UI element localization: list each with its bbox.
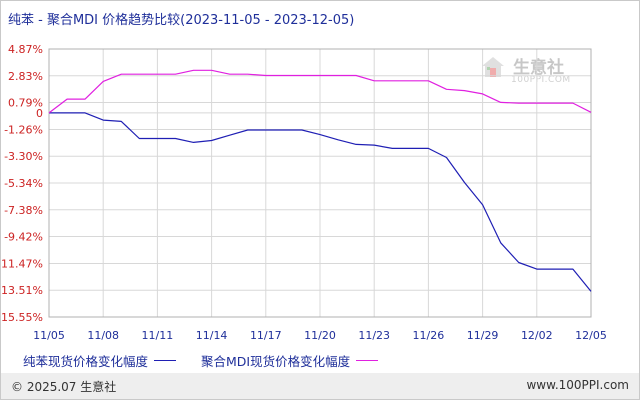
footer-bar: © 2025.07 生意社 www.100PPI.com	[1, 373, 639, 399]
footer-copyright: © 2025.07 生意社	[11, 380, 117, 394]
x-tick-label: 11/29	[467, 329, 499, 342]
legend-swatch-benzene	[154, 360, 177, 361]
series-line-benzene	[49, 112, 592, 292]
grid-layer	[48, 48, 592, 318]
plot-border	[48, 48, 592, 318]
y-tick-label: 2.83%	[8, 70, 43, 83]
y-tick-label: -3.30%	[4, 150, 43, 163]
x-tick-label: 11/08	[87, 329, 119, 342]
y-tick-label: -11.47%	[1, 257, 43, 270]
x-tick-label: 11/17	[250, 329, 282, 342]
y-tick-label: 4.87%	[8, 43, 43, 56]
footer-site-link[interactable]: www.100PPI.com	[526, 378, 629, 392]
tick-label-layer: 4.87% 2.83% 0.79%0 -1.26% -3.30% -5.34% -7.38%…	[1, 43, 607, 342]
axis-layer	[48, 48, 592, 318]
watermark-subtext: 100PPI.COM	[511, 75, 571, 85]
legend-item-mdi: 聚合MDI现货价格变化幅度	[201, 351, 379, 370]
legend-item-benzene: 纯苯现货价格变化幅度	[23, 351, 177, 370]
x-tick-label: 11/14	[196, 329, 228, 342]
x-tick-label: 12/02	[521, 329, 553, 342]
x-tick-label: 11/20	[304, 329, 336, 342]
x-tick-label: 12/05	[575, 329, 607, 342]
x-tick-label: 11/23	[358, 329, 390, 342]
x-tick-label: 11/05	[33, 329, 65, 342]
y-tick-label: -1.26%	[4, 123, 43, 136]
legend-label-mdi: 聚合MDI现货价格变化幅度	[201, 354, 351, 369]
chart-title: 纯苯 - 聚合MDI 价格趋势比较(2023-11-05 - 2023-12-0…	[8, 13, 355, 28]
y-tick-label: 0.79%	[8, 97, 43, 110]
y-tick-label: -7.38%	[4, 204, 43, 217]
x-tick-label: 11/11	[142, 329, 174, 342]
y-tick-label: 0	[36, 107, 43, 120]
y-tick-label: -15.55%	[1, 311, 43, 324]
y-tick-label: -9.42%	[4, 231, 43, 244]
series-line-mdi	[48, 69, 592, 114]
legend-swatch-mdi	[356, 360, 379, 361]
house-logo-icon	[482, 57, 504, 77]
watermark-text: 生意社	[513, 58, 564, 78]
watermark: 生意社 100PPI.COM	[481, 53, 581, 93]
legend-label-benzene: 纯苯现货价格变化幅度	[23, 354, 149, 369]
y-tick-label: -5.34%	[4, 177, 43, 190]
x-tick-label: 11/26	[413, 329, 445, 342]
y-tick-label: -13.51%	[1, 284, 43, 297]
series-layer	[48, 69, 592, 292]
